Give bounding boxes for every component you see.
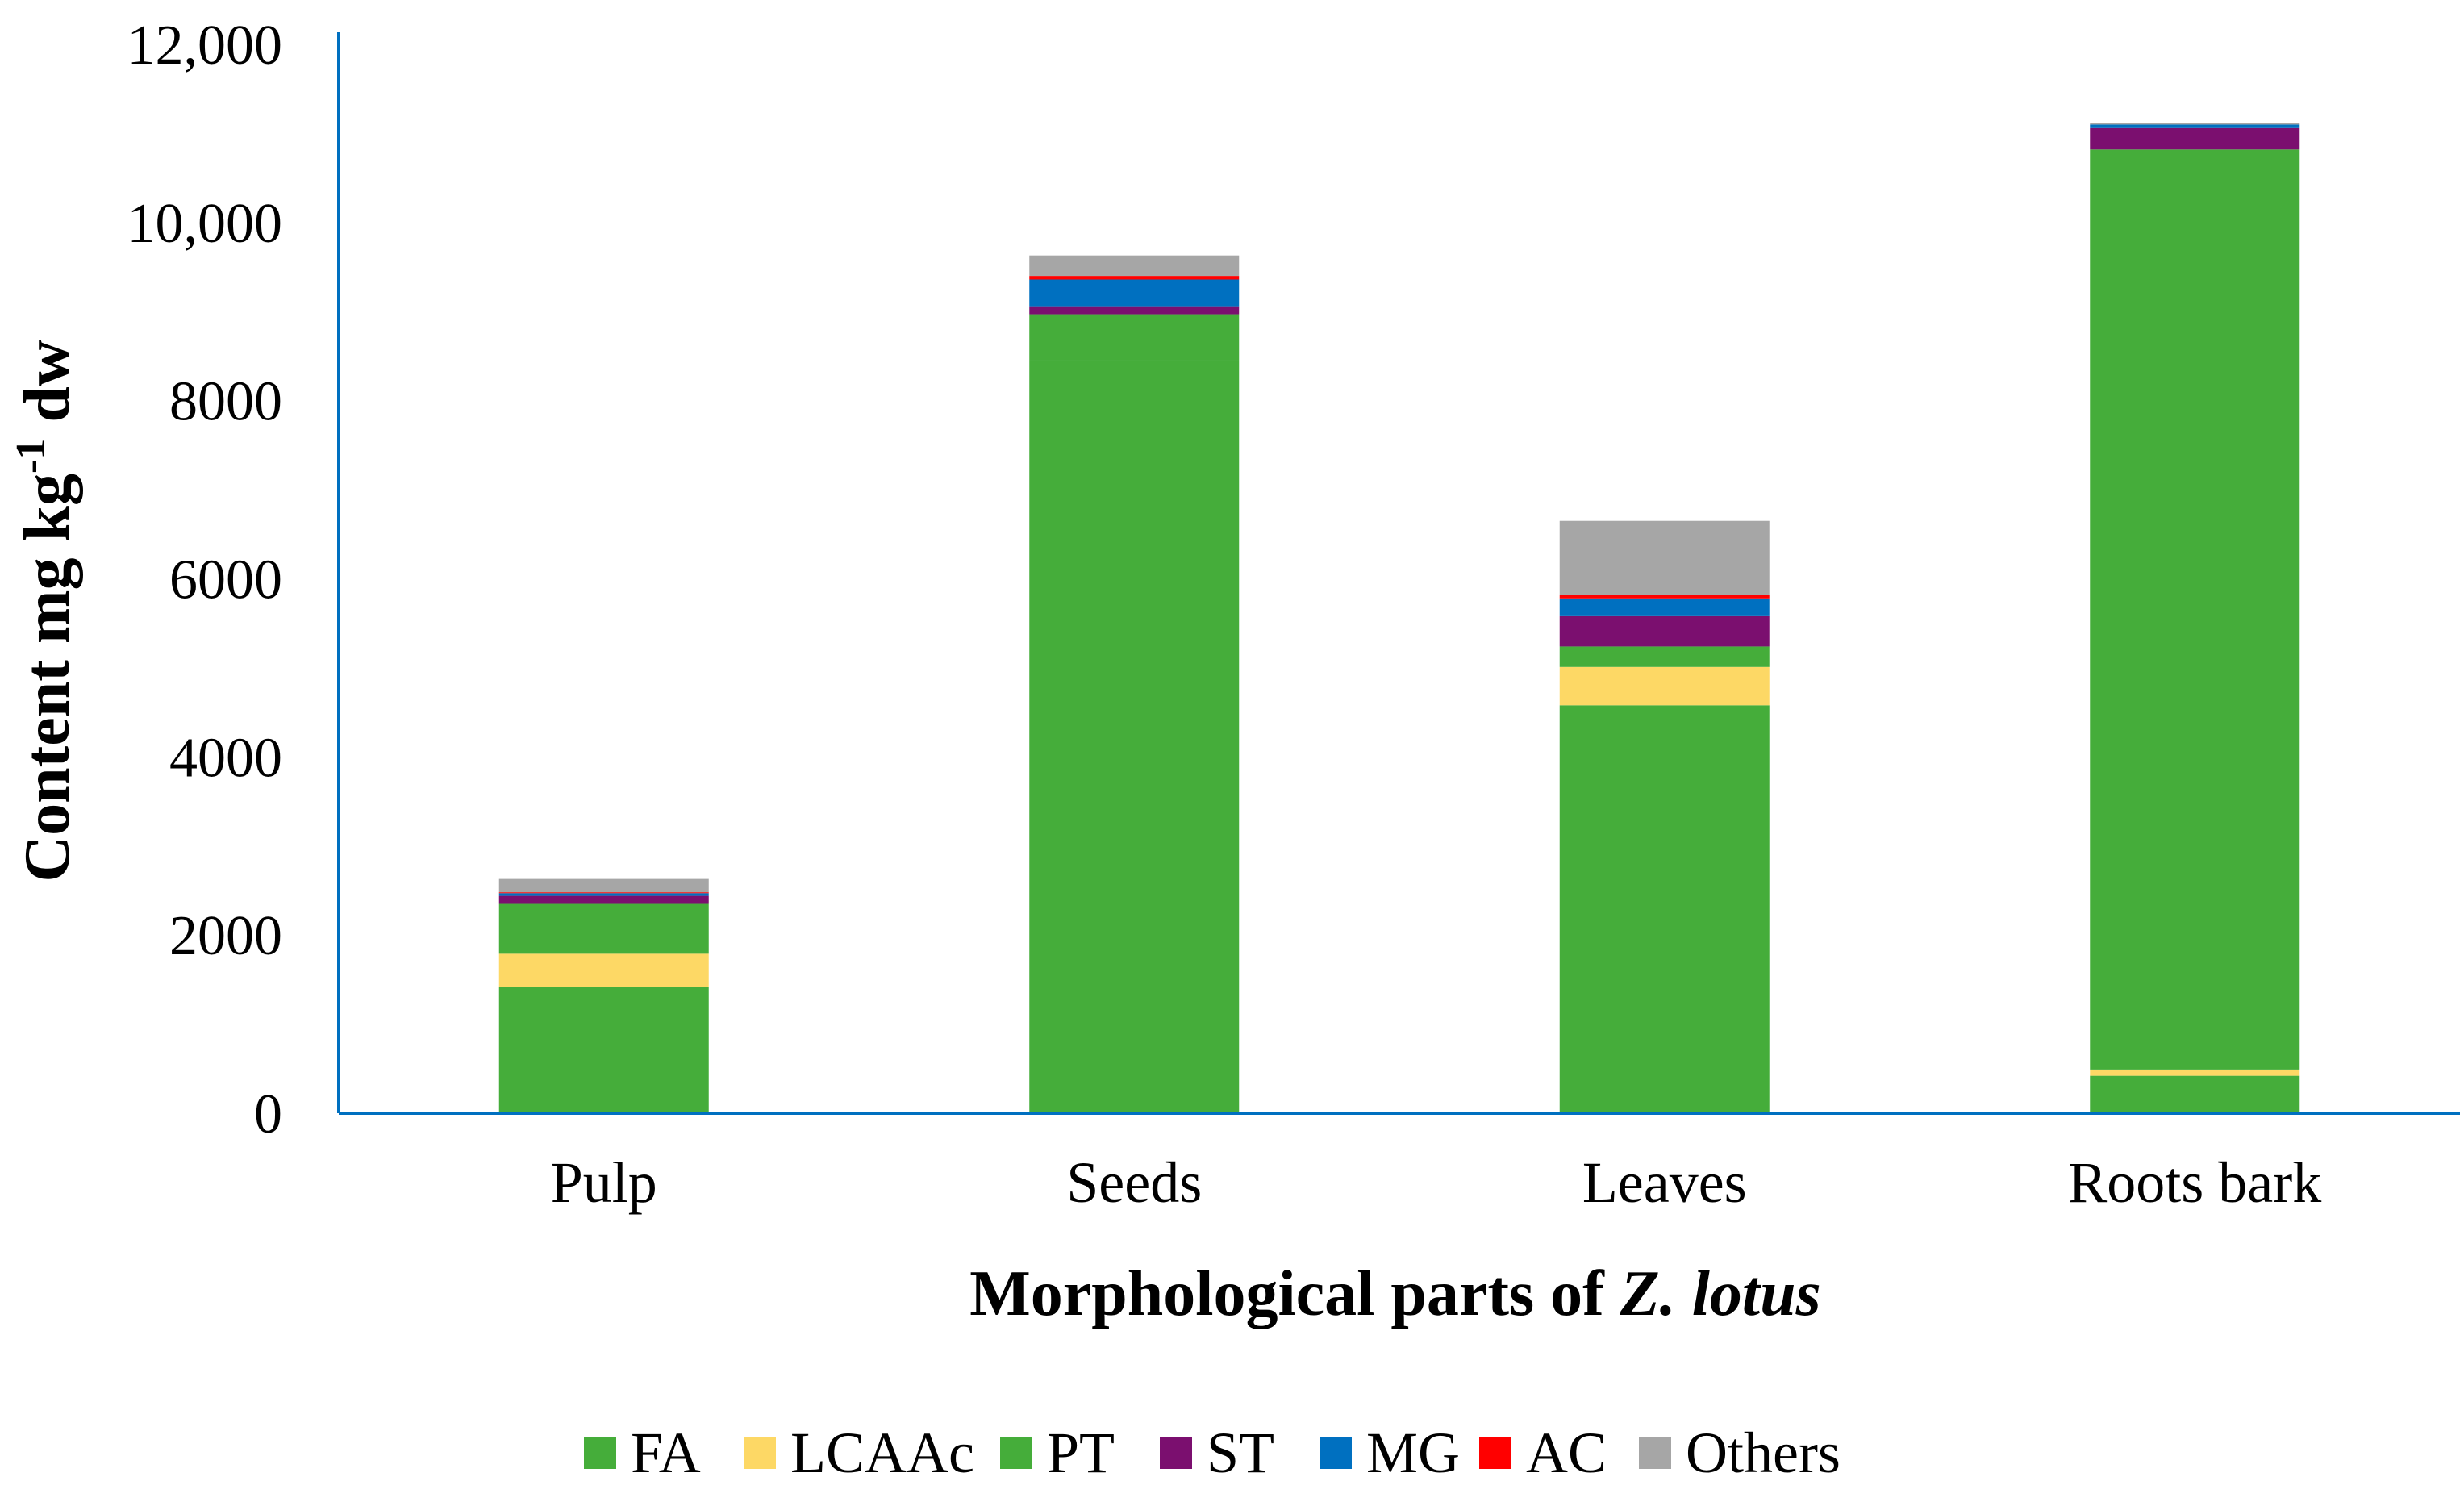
- legend-label: LCAAc: [790, 1421, 974, 1485]
- bar-leaves-ac: [1559, 595, 1770, 599]
- x-category-label: Pulp: [551, 1150, 657, 1215]
- bar-seeds-mg: [1029, 279, 1240, 307]
- legend-item-st: ST: [1160, 1421, 1274, 1485]
- x-category-label: Seeds: [1066, 1150, 1202, 1215]
- bar-leaves-mg: [1559, 598, 1770, 616]
- y-tick-label: 6000: [169, 549, 282, 611]
- x-axis-title: Morphological parts of Z. lotus: [969, 1258, 1821, 1329]
- bar-leaves-st: [1559, 615, 1770, 647]
- legend: FA LCAAc PT ST MG AC Others: [584, 1421, 1841, 1485]
- legend-label: AC: [1526, 1421, 1607, 1485]
- legend-item-fa: FA: [584, 1421, 701, 1485]
- bar-pulp-mg: [498, 893, 709, 896]
- bar-leaves-fa: [1559, 705, 1770, 1113]
- legend-label: MG: [1366, 1421, 1460, 1485]
- bar-pulp-ac: [498, 892, 709, 894]
- legend-swatch: [744, 1437, 776, 1469]
- bar-leaves-lcaac: [1559, 666, 1770, 706]
- bar-roots-bark-others: [2090, 123, 2300, 125]
- legend-item-pt: PT: [1000, 1421, 1115, 1485]
- bar-pulp-pt: [498, 903, 709, 954]
- legend-label: Others: [1686, 1421, 1841, 1485]
- y-tick-label: 0: [254, 1083, 282, 1145]
- legend-swatch: [1320, 1437, 1352, 1469]
- x-category-label: Roots bark: [2068, 1150, 2321, 1215]
- bar-pulp-lcaac: [498, 953, 709, 987]
- y-tick-label: 2000: [169, 905, 282, 967]
- x-axis-title-italic: Z. lotus: [1620, 1258, 1821, 1329]
- bar-pulp-others: [498, 878, 709, 893]
- legend-item-ac: AC: [1479, 1421, 1607, 1485]
- legend-swatch: [1000, 1437, 1032, 1469]
- y-axis-title-superscript: -1: [8, 439, 54, 474]
- legend-swatch: [1160, 1437, 1192, 1469]
- legend-label: FA: [631, 1421, 701, 1485]
- legend-item-others: Others: [1639, 1421, 1841, 1485]
- y-tick-label: 8000: [169, 371, 282, 433]
- y-tick-labels: 0 2000 4000 6000 8000 10,000 12,000: [127, 15, 283, 1145]
- legend-label: ST: [1207, 1421, 1274, 1485]
- bar-roots-bark-lcaac: [2090, 1069, 2300, 1076]
- x-axis-title-main: Morphological parts of: [969, 1258, 1620, 1329]
- bar-pulp-fa: [498, 987, 709, 1113]
- bar-roots-bark-st: [2090, 127, 2300, 150]
- y-axis-title-tail: dw: [12, 340, 83, 438]
- bar-roots-bark-pt: [2090, 149, 2300, 1070]
- legend-swatch: [1639, 1437, 1671, 1469]
- bar-leaves-pt: [1559, 646, 1770, 667]
- bar-layer: [498, 123, 2300, 1114]
- legend-label: PT: [1047, 1421, 1115, 1485]
- bar-leaves-others: [1559, 520, 1770, 595]
- y-tick-label: 10,000: [127, 193, 283, 255]
- x-category-labels: Pulp Seeds Leaves Roots bark: [551, 1150, 2322, 1215]
- legend-item-mg: MG: [1320, 1421, 1460, 1485]
- bar-seeds-fa: [1029, 360, 1240, 1114]
- bar-seeds-ac: [1029, 276, 1240, 280]
- x-category-label: Leaves: [1582, 1150, 1747, 1215]
- bar-seeds-others: [1029, 255, 1240, 277]
- y-tick-label: 12,000: [127, 15, 283, 77]
- y-axis-title-main: Content mg kg: [12, 474, 83, 882]
- y-tick-label: 4000: [169, 727, 282, 789]
- legend-item-lcaac: LCAAc: [744, 1421, 974, 1485]
- bar-seeds-pt: [1029, 314, 1240, 361]
- legend-swatch: [584, 1437, 616, 1469]
- legend-swatch: [1479, 1437, 1511, 1469]
- bar-roots-bark-fa: [2090, 1075, 2300, 1113]
- y-axis-title: Content mg kg-1 dw: [8, 340, 83, 882]
- bar-roots-bark-mg: [2090, 124, 2300, 128]
- bar-pulp-st: [498, 895, 709, 904]
- bar-seeds-st: [1029, 306, 1240, 315]
